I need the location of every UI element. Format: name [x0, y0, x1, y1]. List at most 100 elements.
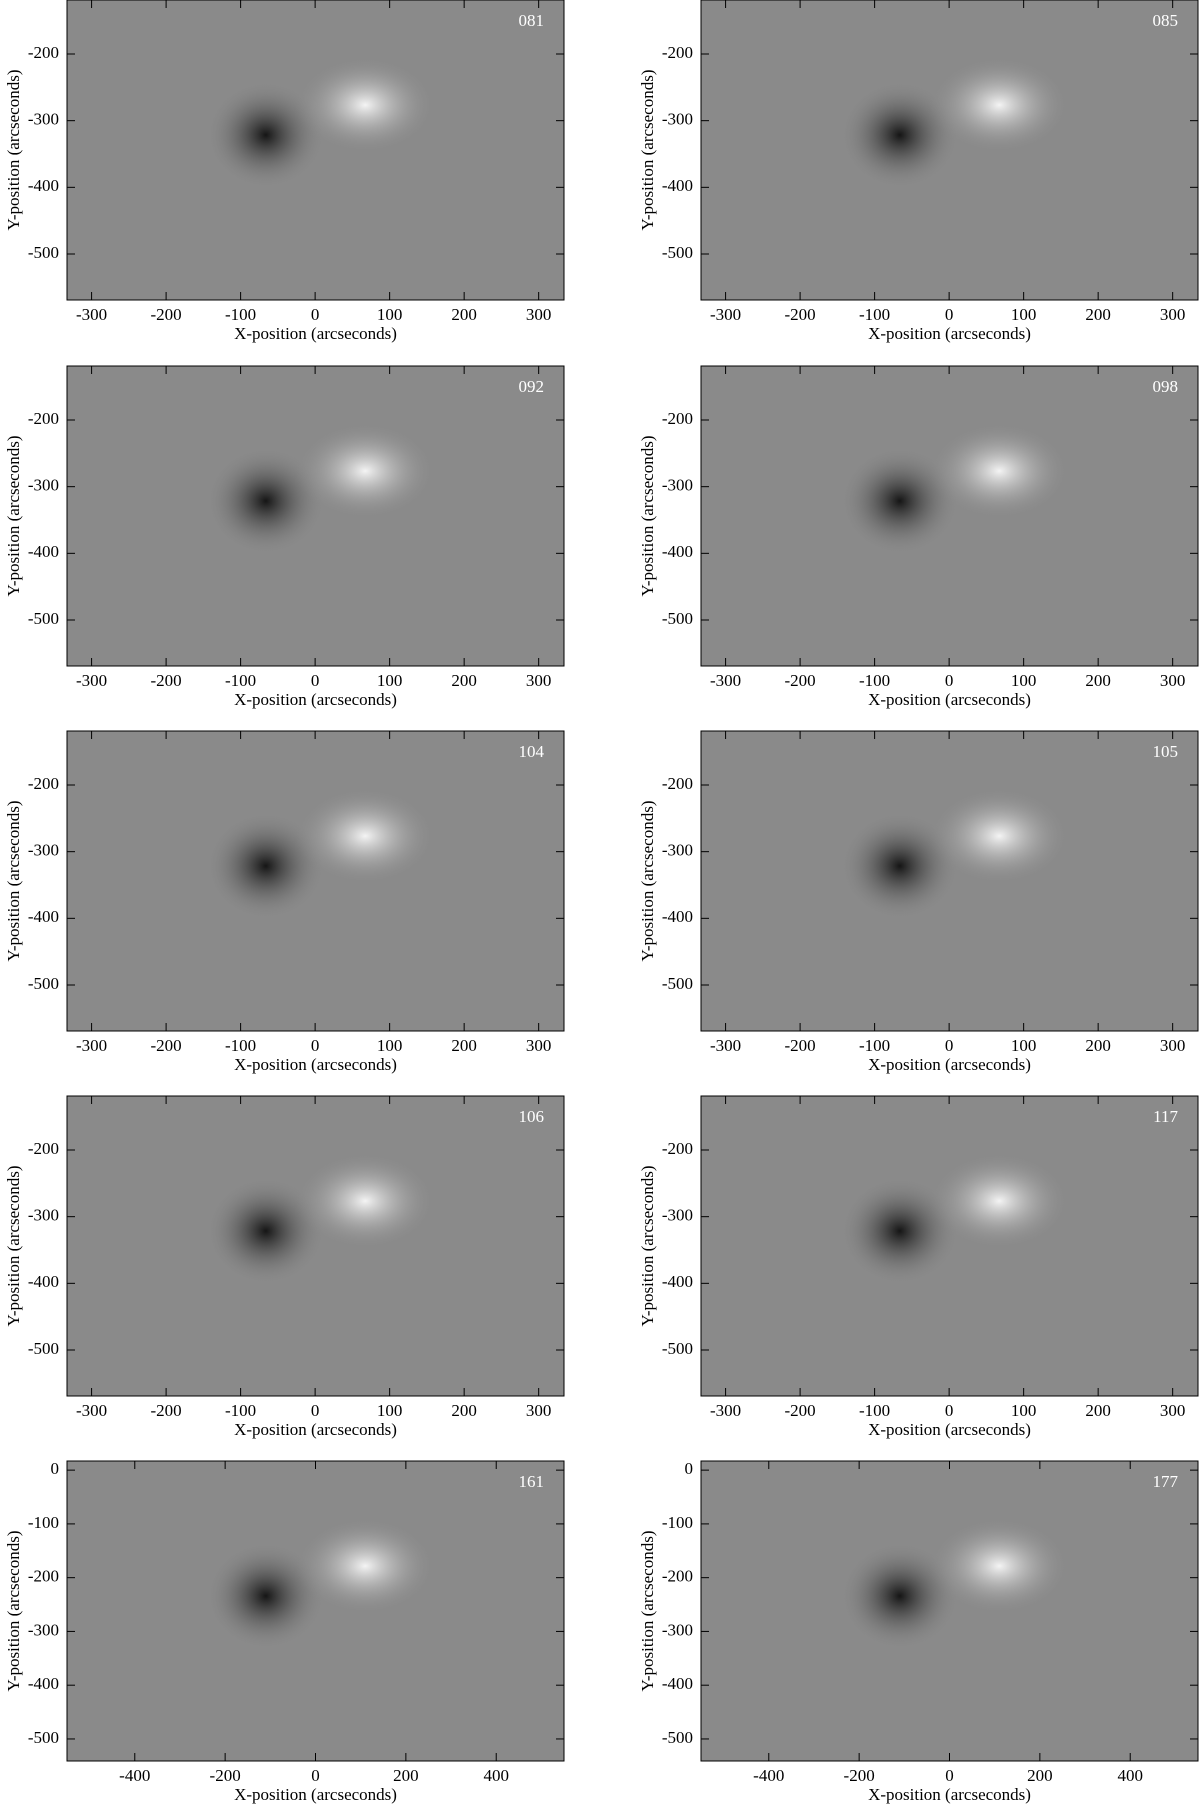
y-axis-label: Y-position (arcseconds) — [4, 801, 23, 962]
y-tick-label: -300 — [662, 476, 693, 495]
x-tick-label: -200 — [151, 1401, 182, 1420]
x-tick-label: -200 — [844, 1766, 875, 1785]
y-tick-label: -400 — [28, 176, 59, 195]
x-tick-label: 200 — [393, 1766, 419, 1785]
y-tick-label: -400 — [28, 542, 59, 561]
x-tick-label: 200 — [1085, 1401, 1111, 1420]
x-tick-label: 100 — [377, 1036, 403, 1055]
y-tick-label: -300 — [28, 1206, 59, 1225]
negative-polarity — [206, 1542, 326, 1650]
y-tick-label: -400 — [662, 1674, 693, 1693]
frame-label: 104 — [519, 742, 545, 761]
y-tick-label: -500 — [662, 1728, 693, 1747]
y-tick-label: -400 — [662, 176, 693, 195]
x-tick-label: -300 — [76, 1401, 107, 1420]
x-tick-label: 100 — [1011, 1401, 1037, 1420]
x-tick-label: -200 — [785, 1401, 816, 1420]
y-axis-label: Y-position (arcseconds) — [4, 1531, 23, 1692]
y-tick-label: 0 — [685, 1459, 694, 1478]
x-tick-label: 100 — [1011, 671, 1037, 690]
y-tick-label: -200 — [662, 1139, 693, 1158]
y-tick-label: -300 — [28, 110, 59, 129]
x-tick-label: -300 — [710, 671, 741, 690]
y-tick-label: -500 — [662, 1339, 693, 1358]
y-tick-label: -500 — [28, 974, 59, 993]
frame-label: 117 — [1153, 1107, 1178, 1126]
x-tick-label: -300 — [710, 1401, 741, 1420]
x-tick-label: 0 — [311, 1401, 320, 1420]
y-tick-label: -500 — [662, 974, 693, 993]
x-tick-label: -200 — [151, 1036, 182, 1055]
x-axis-label: X-position (arcseconds) — [234, 1055, 397, 1074]
x-tick-label: 300 — [1160, 1036, 1186, 1055]
y-tick-label: -400 — [28, 1674, 59, 1693]
x-tick-label: 200 — [1085, 671, 1111, 690]
x-tick-label: -100 — [225, 1036, 256, 1055]
y-axis-label: Y-position (arcseconds) — [638, 801, 657, 962]
negative-polarity — [206, 81, 326, 189]
x-tick-label: 0 — [311, 671, 320, 690]
x-tick-label: 200 — [451, 1401, 477, 1420]
x-axis-label: X-position (arcseconds) — [234, 1420, 397, 1439]
x-tick-label: 300 — [1160, 1401, 1186, 1420]
frame-label: 085 — [1153, 11, 1179, 30]
x-tick-label: 300 — [526, 671, 552, 690]
frame-label: 105 — [1153, 742, 1179, 761]
positive-polarity — [295, 423, 435, 519]
y-axis-label: Y-position (arcseconds) — [4, 70, 23, 231]
x-axis-label: X-position (arcseconds) — [234, 324, 397, 343]
y-tick-label: -400 — [662, 542, 693, 561]
positive-polarity — [295, 1153, 435, 1249]
y-axis-label: Y-position (arcseconds) — [638, 436, 657, 597]
positive-polarity — [929, 57, 1069, 153]
y-tick-label: -400 — [662, 1272, 693, 1291]
x-tick-label: 0 — [945, 1036, 954, 1055]
frame-label: 106 — [519, 1107, 545, 1126]
x-axis-label: X-position (arcseconds) — [868, 1055, 1031, 1074]
y-tick-label: -300 — [28, 1620, 59, 1639]
y-tick-label: -300 — [28, 841, 59, 860]
x-tick-label: 0 — [945, 671, 954, 690]
x-tick-label: -200 — [785, 1036, 816, 1055]
x-tick-label: -200 — [785, 671, 816, 690]
positive-polarity — [295, 1518, 435, 1614]
negative-polarity — [840, 1542, 960, 1650]
x-tick-label: -400 — [753, 1766, 784, 1785]
frame-label: 081 — [519, 11, 545, 30]
x-tick-label: 200 — [451, 1036, 477, 1055]
x-tick-label: 300 — [526, 305, 552, 324]
x-tick-label: -100 — [859, 305, 890, 324]
y-tick-label: -400 — [662, 907, 693, 926]
x-tick-label: -200 — [151, 305, 182, 324]
frame-label: 098 — [1153, 377, 1179, 396]
y-tick-label: 0 — [51, 1459, 60, 1478]
y-axis-label: Y-position (arcseconds) — [4, 1166, 23, 1327]
x-tick-label: 300 — [1160, 671, 1186, 690]
y-tick-label: -500 — [662, 609, 693, 628]
y-tick-label: -500 — [28, 1728, 59, 1747]
y-tick-label: -300 — [28, 476, 59, 495]
x-tick-label: -300 — [76, 305, 107, 324]
negative-polarity — [206, 447, 326, 555]
negative-polarity — [840, 447, 960, 555]
y-axis-label: Y-position (arcseconds) — [638, 1531, 657, 1692]
negative-polarity — [840, 812, 960, 920]
y-tick-label: -300 — [662, 1620, 693, 1639]
x-tick-label: 400 — [1117, 1766, 1143, 1785]
x-tick-label: 300 — [526, 1036, 552, 1055]
x-axis-label: X-position (arcseconds) — [868, 690, 1031, 709]
positive-polarity — [295, 57, 435, 153]
x-tick-label: 100 — [377, 305, 403, 324]
frame-label: 161 — [519, 1472, 545, 1491]
x-tick-label: 0 — [945, 1401, 954, 1420]
negative-polarity — [206, 1177, 326, 1285]
x-tick-label: -100 — [225, 305, 256, 324]
y-tick-label: -200 — [28, 409, 59, 428]
positive-polarity — [295, 788, 435, 884]
x-tick-label: -100 — [859, 671, 890, 690]
x-axis-label: X-position (arcseconds) — [868, 1420, 1031, 1439]
y-tick-label: -200 — [28, 43, 59, 62]
x-tick-label: 200 — [1085, 1036, 1111, 1055]
